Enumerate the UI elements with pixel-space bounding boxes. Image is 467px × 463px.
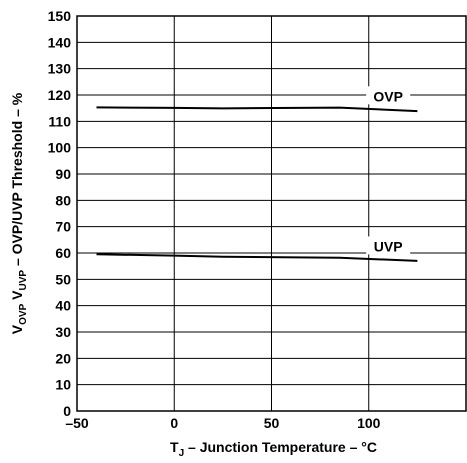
series-line-uvp [96, 253, 418, 262]
y-tick-label: 80 [55, 192, 71, 208]
y-tick-label: 0 [63, 403, 71, 419]
y-title-v2: V [9, 290, 25, 304]
y-tick-label: 90 [55, 166, 71, 182]
y-tick-label: 70 [55, 219, 71, 235]
y-tick-labels: 0 10 20 30 40 50 60 70 80 90 100 110 120 130 140 150 [48, 8, 72, 419]
x-title-main: T [170, 439, 179, 455]
y-tick-label: 40 [55, 298, 71, 314]
x-tick-labels: –50 0 50 100 [65, 415, 380, 431]
series-labels: OVP UVP [366, 86, 411, 255]
x-title-rest: – Junction Temperature – °C [184, 439, 377, 455]
y-title-s1: OVP [18, 303, 29, 324]
y-tick-label: 150 [48, 8, 72, 24]
series-lines [96, 106, 418, 262]
y-tick-label: 50 [55, 271, 71, 287]
series-label-bg [366, 86, 411, 105]
y-tick-label: 60 [55, 245, 71, 261]
y-axis-title: VOVP VUVP – OVP/UVP Threshold – % [9, 92, 29, 334]
y-tick-label: 100 [48, 140, 72, 156]
x-tick-label: 100 [357, 415, 381, 431]
y-tick-label: 110 [48, 113, 71, 129]
x-tick-label: 50 [264, 415, 280, 431]
y-tick-label: 10 [55, 377, 71, 393]
grid [77, 16, 466, 411]
x-axis-title: TJ – Junction Temperature – °C [170, 439, 377, 459]
x-tick-label: 0 [170, 415, 178, 431]
series-label-bg [366, 236, 411, 255]
series-label-ovp: OVP [373, 88, 403, 104]
y-tick-label: 20 [55, 350, 71, 366]
y-tick-label: 140 [48, 34, 72, 50]
series-label-uvp: UVP [374, 238, 403, 254]
y-tick-label: 30 [55, 324, 71, 340]
y-tick-label: 120 [48, 87, 72, 103]
y-title-rest: – OVP/UVP Threshold – % [9, 92, 25, 270]
y-title-s2: UVP [18, 270, 29, 291]
x-title-sub: J [179, 448, 185, 459]
x-tick-label: –50 [65, 415, 89, 431]
plot-border [76, 15, 467, 412]
y-title-v1: V [9, 324, 25, 334]
y-tick-label: 130 [48, 61, 72, 77]
series-line-ovp [96, 106, 418, 113]
